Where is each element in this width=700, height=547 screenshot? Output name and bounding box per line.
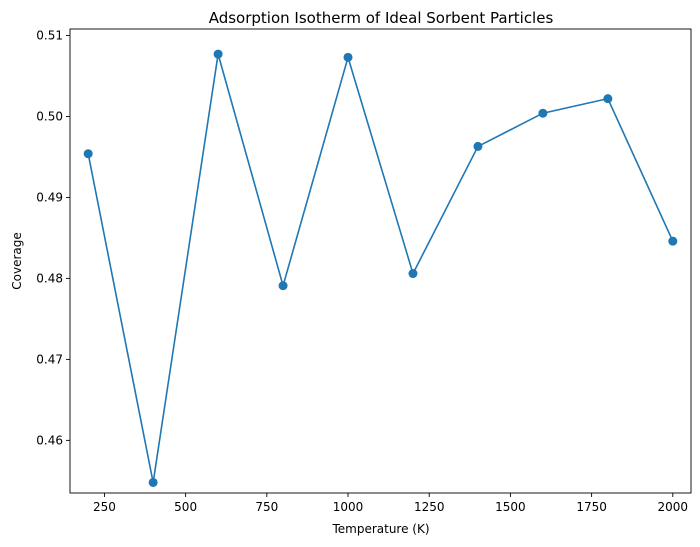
data-point — [83, 149, 93, 159]
data-point — [213, 49, 223, 59]
x-tick-label: 500 — [174, 500, 197, 514]
data-point — [538, 108, 548, 118]
y-axis-label: Coverage — [10, 232, 24, 290]
series-line — [87, 53, 674, 483]
y-tick-label: 0.50 — [36, 109, 63, 123]
y-tick-label: 0.47 — [36, 352, 63, 366]
y-axis: 0.46 0.47 0.48 0.49 0.50 0.51 — [36, 28, 70, 447]
x-tick-label: 2000 — [658, 500, 689, 514]
data-point — [668, 236, 678, 246]
data-point — [343, 52, 353, 62]
x-tick-label: 1000 — [333, 500, 364, 514]
x-tick-label: 250 — [93, 500, 116, 514]
x-axis: 250 500 750 1000 1250 1500 1750 2000 — [93, 493, 688, 514]
y-tick-label: 0.51 — [36, 28, 63, 42]
plot-frame — [69, 28, 692, 494]
chart-title: Adsorption Isotherm of Ideal Sorbent Par… — [209, 9, 554, 27]
series-layer — [83, 49, 678, 487]
data-point — [278, 281, 288, 291]
x-axis-label: Temperature (K) — [331, 522, 429, 536]
y-tick-label: 0.48 — [36, 271, 63, 285]
data-point — [148, 477, 158, 487]
data-point — [473, 141, 483, 151]
data-point — [408, 269, 418, 279]
y-tick-label: 0.49 — [36, 190, 63, 204]
x-tick-label: 1250 — [414, 500, 445, 514]
x-tick-label: 750 — [255, 500, 278, 514]
y-tick-label: 0.46 — [36, 433, 63, 447]
plot-area — [70, 29, 691, 493]
x-tick-label: 1500 — [495, 500, 526, 514]
x-tick-label: 1750 — [576, 500, 607, 514]
data-point — [603, 94, 613, 104]
